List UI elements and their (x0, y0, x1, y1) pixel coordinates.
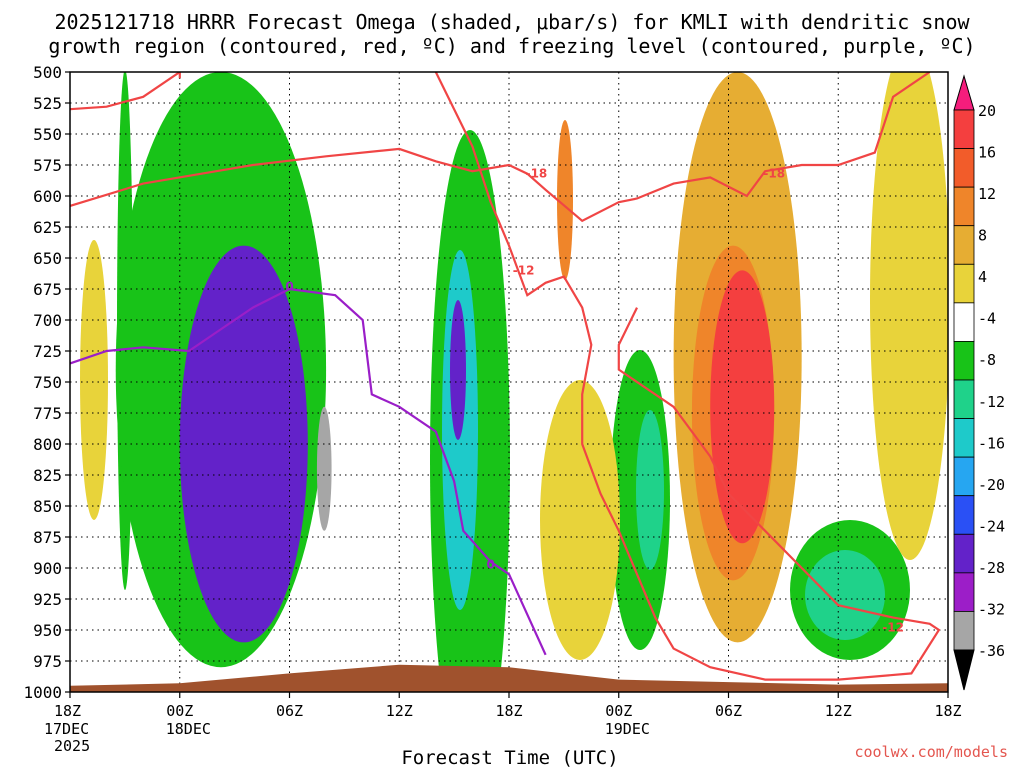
y-tick-label-725: 725 (33, 342, 62, 361)
colorbar-swatch-1 (953, 109, 975, 149)
credit-text[interactable]: coolwx.com/models (854, 743, 1008, 761)
y-tick-label-525: 525 (33, 94, 62, 113)
colorbar-swatch-14 (953, 611, 975, 651)
dgz-label-b: -18 (763, 167, 785, 181)
dgz-label-c: -12 (513, 263, 535, 277)
colorbar-swatch-11 (953, 495, 975, 535)
fz-label-b: 0 (487, 557, 495, 571)
x-tick-label-1: 00Z (166, 702, 193, 720)
y-tick-label-575: 575 (33, 156, 62, 175)
y-tick-label-750: 750 (33, 373, 62, 392)
dgz-contour-1 (70, 72, 931, 223)
colorbar-swatch-12 (953, 533, 975, 574)
y-tick-label-775: 775 (33, 404, 62, 423)
y-tick-label-925: 925 (33, 590, 62, 609)
y-tick-label-875: 875 (33, 528, 62, 547)
y-tick-label-600: 600 (33, 187, 62, 206)
colorbar-label-10: -24 (978, 517, 1005, 535)
pos-shade-left-yellow (80, 240, 108, 520)
colorbar-swatch-5 (953, 263, 975, 304)
colorbar-label-6: -8 (978, 351, 996, 369)
colorbar-swatch-4 (953, 225, 975, 265)
neg-shade-lower-right-teal (805, 550, 885, 640)
x-tick-label-7: 12Z (825, 702, 852, 720)
dgz-contour-2 (434, 72, 941, 681)
dgz-label-a: -18 (526, 167, 548, 181)
colorbar-label-13: -36 (978, 642, 1005, 660)
colorbar-swatch-10 (953, 456, 975, 497)
colorbar-label-1: 16 (978, 144, 996, 162)
colorbar-swatch-3 (953, 186, 975, 227)
colorbar-swatch-6 (953, 302, 975, 342)
pos-shade-right-yellow (870, 72, 948, 560)
y-tick-label-1000: 1000 (23, 683, 62, 702)
fz-label-a: 0 (285, 280, 293, 294)
x-tick-label-2: 06Z (276, 702, 303, 720)
y-axis: 500 525 550 575 600 625 650 675 700 725 750 775 800 8… (23, 63, 70, 702)
terrain-layer (70, 664, 948, 692)
colorbar-top-arrow (953, 74, 975, 111)
x-tick-label-0: 18Z (54, 702, 81, 720)
y-tick-label-675: 675 (33, 280, 62, 299)
colorbar-swatch-8 (953, 379, 975, 419)
terrain-fill (70, 664, 948, 692)
colorbar-swatch-2 (953, 148, 975, 188)
dgz-label-d: -12 (882, 621, 904, 635)
chart-contours: -18 -18 -12 -12 0 0 (70, 72, 941, 681)
colorbar-bottom-arrow (953, 649, 975, 691)
x-tick-date-1: 18DEC (166, 720, 211, 738)
y-tick-label-700: 700 (33, 311, 62, 330)
pos-shade-mid-orange (557, 120, 573, 280)
colorbar-label-11: -28 (978, 559, 1005, 577)
y-tick-label-975: 975 (33, 652, 62, 671)
colorbar-label-2: 12 (978, 185, 996, 203)
colorbar: 20 16 12 8 4 -4 -8 -12 -16 -20 -24 -28 -32 -36 (953, 74, 1005, 691)
x-axis-label: Forecast Time (UTC) (401, 747, 618, 768)
colorbar-label-9: -20 (978, 476, 1005, 494)
colorbar-swatch-7 (953, 341, 975, 381)
x-tick-label-6: 06Z (715, 702, 742, 720)
colorbar-swatch-9 (953, 418, 975, 458)
freezing-level-contour (70, 287, 547, 656)
x-tick-date-0: 17DEC (44, 720, 89, 738)
colorbar-label-5: -4 (978, 310, 996, 328)
colorbar-label-3: 8 (978, 227, 987, 245)
x-tick-label-4: 18Z (495, 702, 522, 720)
x-tick-label-8: 18Z (934, 702, 961, 720)
x-tick-year-0: 2025 (54, 737, 90, 755)
omega-field-neg-strong-core (179, 245, 308, 643)
omega-field-upward-pos-max (710, 270, 775, 544)
y-tick-label-900: 900 (33, 559, 62, 578)
colorbar-label-7: -12 (978, 393, 1005, 411)
colorbar-label-4: 4 (978, 268, 987, 286)
colorbar-label-0: 20 (978, 102, 996, 120)
dgz-contour-0 (70, 72, 181, 111)
neg-shade-mid-purple (450, 300, 466, 440)
y-tick-label-825: 825 (33, 466, 62, 485)
chart-title-line2: growth region (contoured, red, ºC) and f… (48, 34, 975, 58)
omega-field-neg-min-core (316, 406, 332, 531)
chart-title-line1: 2025121718 HRRR Forecast Omega (shaded, … (54, 10, 970, 34)
y-tick-label-950: 950 (33, 621, 62, 640)
x-tick-label-5: 00Z (605, 702, 632, 720)
y-tick-label-500: 500 (33, 63, 62, 82)
x-tick-label-3: 12Z (386, 702, 413, 720)
neg-shade-right-teal (636, 410, 664, 570)
colorbar-swatch-13 (953, 572, 975, 612)
pos-shade-mid-yellow (540, 380, 620, 660)
y-tick-label-550: 550 (33, 125, 62, 144)
y-tick-label-650: 650 (33, 249, 62, 268)
y-tick-label-850: 850 (33, 497, 62, 516)
colorbar-label-8: -16 (978, 434, 1005, 452)
omega-shading (80, 72, 948, 692)
chart-grid (69, 71, 949, 693)
colorbar-label-12: -32 (978, 600, 1005, 618)
y-tick-label-625: 625 (33, 218, 62, 237)
y-tick-label-800: 800 (33, 435, 62, 454)
x-tick-date-5: 19DEC (605, 720, 650, 738)
omega-fields (115, 72, 802, 668)
